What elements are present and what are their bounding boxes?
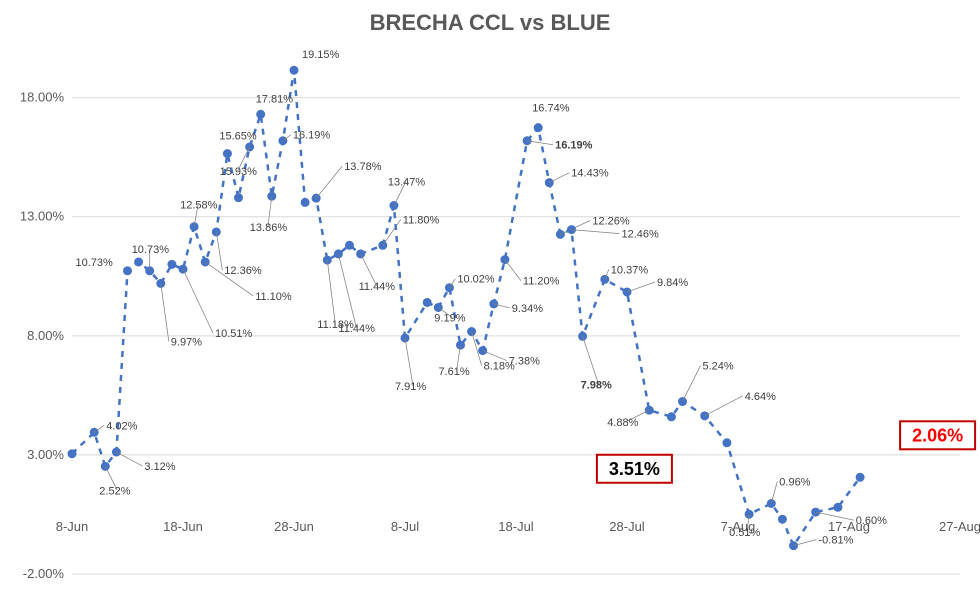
data-marker (856, 473, 864, 481)
data-label: 9.34% (512, 303, 543, 315)
data-label: 19.15% (302, 49, 340, 61)
chart-container: BRECHA CCL vs BLUE -2.00% 3.00% 8.00% 13.00… (0, 0, 980, 604)
data-label: 11.44% (338, 323, 375, 335)
data-label: 7.61% (439, 366, 470, 378)
data-label: 11.44% (359, 281, 396, 293)
data-label: 7.38% (509, 356, 540, 368)
leader-line (683, 366, 701, 402)
data-label: 9.97% (171, 336, 202, 348)
callout-label: 3.51% (609, 459, 660, 479)
data-label: 12.46% (622, 229, 660, 241)
leader-line (705, 396, 743, 416)
data-label: 10.73% (132, 244, 170, 256)
y-tick-label: -2.00% (23, 566, 65, 581)
data-marker (834, 503, 842, 511)
leader-line (405, 338, 413, 386)
x-tick-label: 18-Jul (498, 519, 534, 534)
data-marker (223, 150, 231, 158)
data-label: 0.96% (779, 476, 810, 488)
leader-line (183, 269, 213, 333)
data-label: 9.84% (657, 277, 688, 289)
data-marker (124, 267, 132, 275)
data-label: 5.24% (703, 361, 734, 373)
data-label: 11.10% (255, 291, 292, 303)
data-label: 10.51% (215, 328, 253, 340)
x-tick-label: 28-Jul (609, 519, 645, 534)
x-tick-label: 28-Jun (274, 519, 314, 534)
y-tick-label: 3.00% (27, 447, 64, 462)
leader-line (316, 166, 342, 198)
data-label: 7.98% (581, 379, 612, 391)
data-label: 10.73% (76, 257, 114, 269)
leader-line (327, 260, 335, 324)
data-label: 17.81% (256, 93, 294, 105)
chart-title: BRECHA CCL vs BLUE (0, 10, 980, 36)
leader-line (116, 452, 142, 466)
leader-line (549, 173, 569, 183)
data-label: 11.20% (523, 276, 560, 288)
data-label: 10.37% (611, 264, 649, 276)
leader-line (627, 282, 655, 292)
data-label: 12.36% (224, 265, 262, 277)
data-label: 9.19% (434, 312, 465, 324)
data-label: 11.80% (403, 214, 440, 226)
series-line (72, 70, 860, 545)
leader-line (583, 336, 599, 384)
data-marker (68, 450, 76, 458)
data-label: 10.02% (457, 274, 495, 286)
data-label: 0.51% (729, 527, 760, 539)
data-label: 0.60% (856, 515, 887, 527)
data-label: 13.86% (250, 222, 288, 234)
x-tick-label: 8-Jul (391, 519, 419, 534)
data-label: 16.74% (532, 103, 570, 115)
y-tick-label: 18.00% (20, 90, 65, 105)
data-label: 16.19% (293, 130, 331, 142)
leader-line (505, 260, 521, 281)
leader-line (216, 232, 222, 270)
data-label: 7.91% (395, 381, 426, 393)
data-label: 12.58% (180, 200, 218, 212)
data-marker (534, 124, 542, 132)
data-label: 4.02% (106, 420, 137, 432)
data-label: 4.64% (745, 391, 776, 403)
data-label: 12.26% (592, 215, 630, 227)
leader-line (483, 351, 507, 361)
data-label: 4.88% (607, 417, 638, 429)
data-marker (723, 439, 731, 447)
leader-line (572, 230, 620, 234)
callout-label: 2.06% (912, 425, 963, 445)
y-tick-label: 8.00% (27, 328, 64, 343)
data-marker (168, 260, 176, 268)
chart-svg: -2.00% 3.00% 8.00% 13.00% 18.00% 8-Jun 18-Jun 2… (0, 0, 980, 604)
x-tick-label: 8-Jun (56, 519, 89, 534)
x-tick-label: 18-Jun (163, 519, 203, 534)
data-label: 15.93% (220, 166, 258, 178)
data-marker (301, 198, 309, 206)
data-label: 13.47% (388, 177, 426, 189)
data-marker (346, 241, 354, 249)
data-label: -0.81% (819, 535, 854, 547)
data-label: 14.43% (571, 168, 609, 180)
data-marker (235, 194, 243, 202)
y-tick-label: 13.00% (20, 209, 65, 224)
data-marker (667, 413, 675, 421)
data-label: 3.12% (144, 461, 175, 473)
leader-line (161, 283, 169, 341)
data-marker (257, 110, 265, 118)
data-marker (778, 515, 786, 523)
data-label: 13.78% (344, 161, 382, 173)
data-label: 2.52% (99, 485, 130, 497)
data-marker (135, 258, 143, 266)
data-marker (290, 66, 298, 74)
leader-line (338, 254, 356, 328)
data-label: 16.19% (555, 140, 593, 152)
data-marker (423, 298, 431, 306)
data-label: 15.65% (219, 131, 257, 143)
x-tick-label: 27-Aug (939, 519, 980, 534)
